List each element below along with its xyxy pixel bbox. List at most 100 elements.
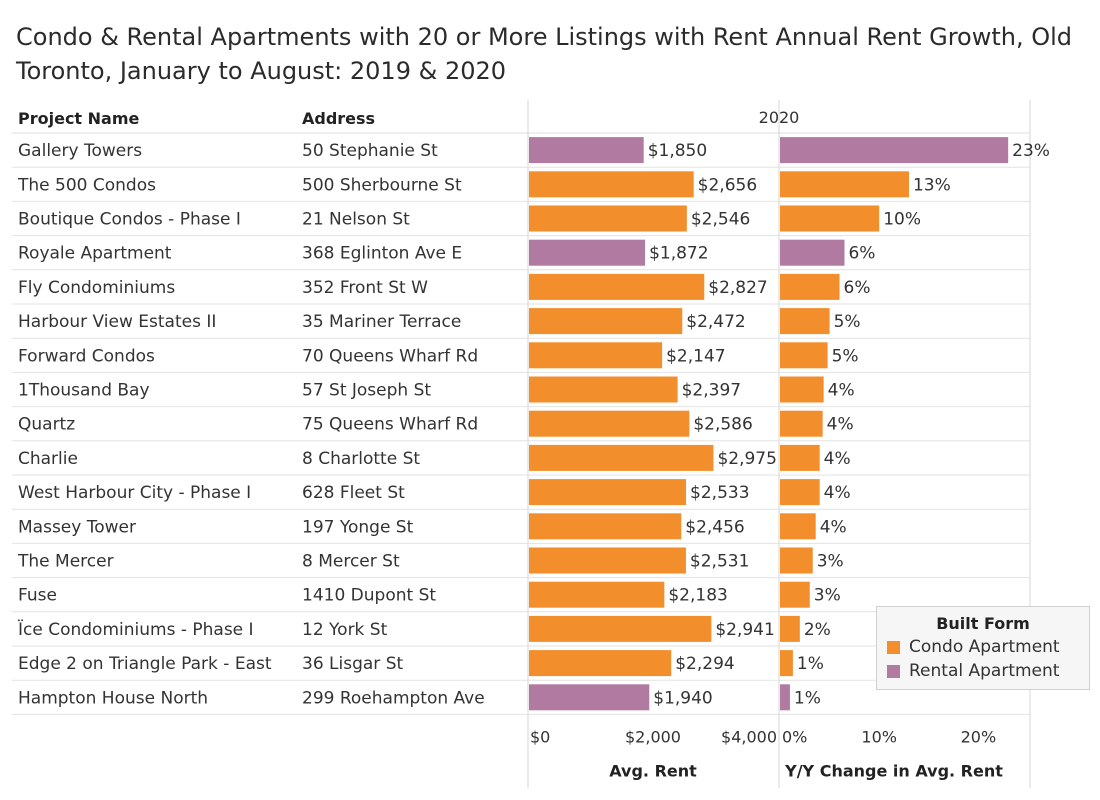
legend-item-rental: Rental Apartment [887,661,1089,681]
legend-swatch-condo [887,640,900,654]
project-name: Hampton House North [18,688,208,708]
legend-title: Built Form [936,614,1030,633]
column-header-address: Address [302,109,375,128]
yoy-bar [780,650,793,677]
rent-value-label: $2,827 [708,278,767,298]
rent-value-label: $2,975 [717,449,776,469]
legend-label-condo: Condo Apartment [909,637,1060,657]
yoy-bar [780,171,909,198]
rent-value-label: $1,940 [653,688,712,708]
rent-value-label: $2,586 [693,415,752,435]
chart-title: Condo & Rental Apartments with 20 or Mor… [16,23,1073,85]
yoy-bar [780,684,790,711]
legend-item-condo: Condo Apartment [887,637,1089,657]
rent-bar [529,650,672,677]
yoy-value-label: 3% [817,552,844,572]
address: 75 Queens Wharf Rd [302,415,478,435]
address: 57 St Joseph St [302,381,431,401]
rent-bar [529,684,650,711]
yoy-axis-title: Y/Y Change in Avg. Rent [784,761,1003,780]
yoy-bar [780,513,816,540]
yoy-value-label: 1% [797,654,824,674]
rent-value-label: $2,294 [675,654,734,674]
rent-axis-title: Avg. Rent [609,761,697,780]
yoy-bar [780,342,828,369]
yoy-value-label: 4% [824,483,851,503]
yoy-axis-tick: 10% [861,727,897,746]
legend-label-rental: Rental Apartment [909,661,1060,681]
project-name: Charlie [18,449,78,469]
rent-value-label: $2,533 [690,483,749,503]
project-name: The Mercer [17,552,114,572]
address: 628 Fleet St [302,483,405,503]
rent-value-label: $2,147 [666,346,725,366]
project-name: Harbour View Estates II [18,312,216,332]
yoy-value-label: 4% [820,517,847,537]
project-name: Edge 2 on Triangle Park - East [18,654,272,674]
legend: Built Form Condo Apartment Rental Apartm… [876,606,1090,690]
rent-axis-tick: $2,000 [625,727,681,746]
rent-bar [529,376,678,403]
address: 35 Mariner Terrace [302,312,461,332]
yoy-value-label: 5% [832,346,859,366]
yoy-bar [780,205,880,232]
project-name: Royale Apartment [18,244,172,264]
rent-bar [529,513,682,540]
yoy-bar [780,137,1009,164]
yoy-value-label: 13% [913,175,951,195]
project-name: Quartz [18,415,75,435]
rent-bar [529,410,690,437]
yoy-value-label: 6% [844,278,871,298]
rent-axis-tick: $4,000 [721,727,777,746]
yoy-bar [780,581,810,608]
yoy-axis-tick: 20% [961,727,997,746]
yoy-value-label: 6% [848,244,875,264]
rent-bar [529,205,687,232]
project-name: 1Thousand Bay [18,381,150,401]
rent-value-label: $1,872 [649,244,708,264]
project-name: Boutique Condos - Phase I [18,210,241,230]
address: 8 Mercer St [302,552,400,572]
yoy-value-label: 5% [834,312,861,332]
yoy-bar [780,273,840,300]
yoy-bar [780,444,820,471]
yoy-bar [780,410,823,437]
rent-bar [529,137,644,164]
rent-value-label: $2,546 [691,210,750,230]
yoy-value-label: 3% [814,586,841,606]
rent-bar [529,615,712,642]
rent-bar [529,308,683,335]
rent-value-label: $2,656 [698,175,757,195]
yoy-value-label: 4% [824,449,851,469]
rent-bar [529,171,694,198]
rent-value-label: $2,456 [685,517,744,537]
address: 70 Queens Wharf Rd [302,346,478,366]
address: 500 Sherbourne St [302,175,462,195]
yoy-value-label: 1% [794,688,821,708]
address: 197 Yonge St [302,517,414,537]
address: 299 Roehampton Ave [302,688,485,708]
rent-value-label: $1,850 [648,141,707,161]
project-name: Forward Condos [18,346,155,366]
yoy-bar [780,547,813,574]
project-name: The 500 Condos [17,175,156,195]
rent-bar [529,479,687,506]
project-name: West Harbour City - Phase I [18,483,251,503]
address: 1410 Dupont St [302,586,436,606]
column-header-project: Project Name [18,109,140,128]
rent-value-label: $2,531 [690,552,749,572]
rent-bar [529,444,714,471]
rent-value-label: $2,472 [686,312,745,332]
rent-bar [529,273,705,300]
rent-bar [529,239,646,266]
yoy-value-label: 4% [828,381,855,401]
rent-bar [529,342,663,369]
rent-axis-tick: $0 [530,727,550,746]
rent-bar [529,581,665,608]
project-name: Fuse [18,586,57,606]
address: 36 Lisgar St [302,654,403,674]
yoy-value-label: 4% [827,415,854,435]
legend-swatch-rental [887,664,900,678]
address: 50 Stephanie St [302,141,438,161]
